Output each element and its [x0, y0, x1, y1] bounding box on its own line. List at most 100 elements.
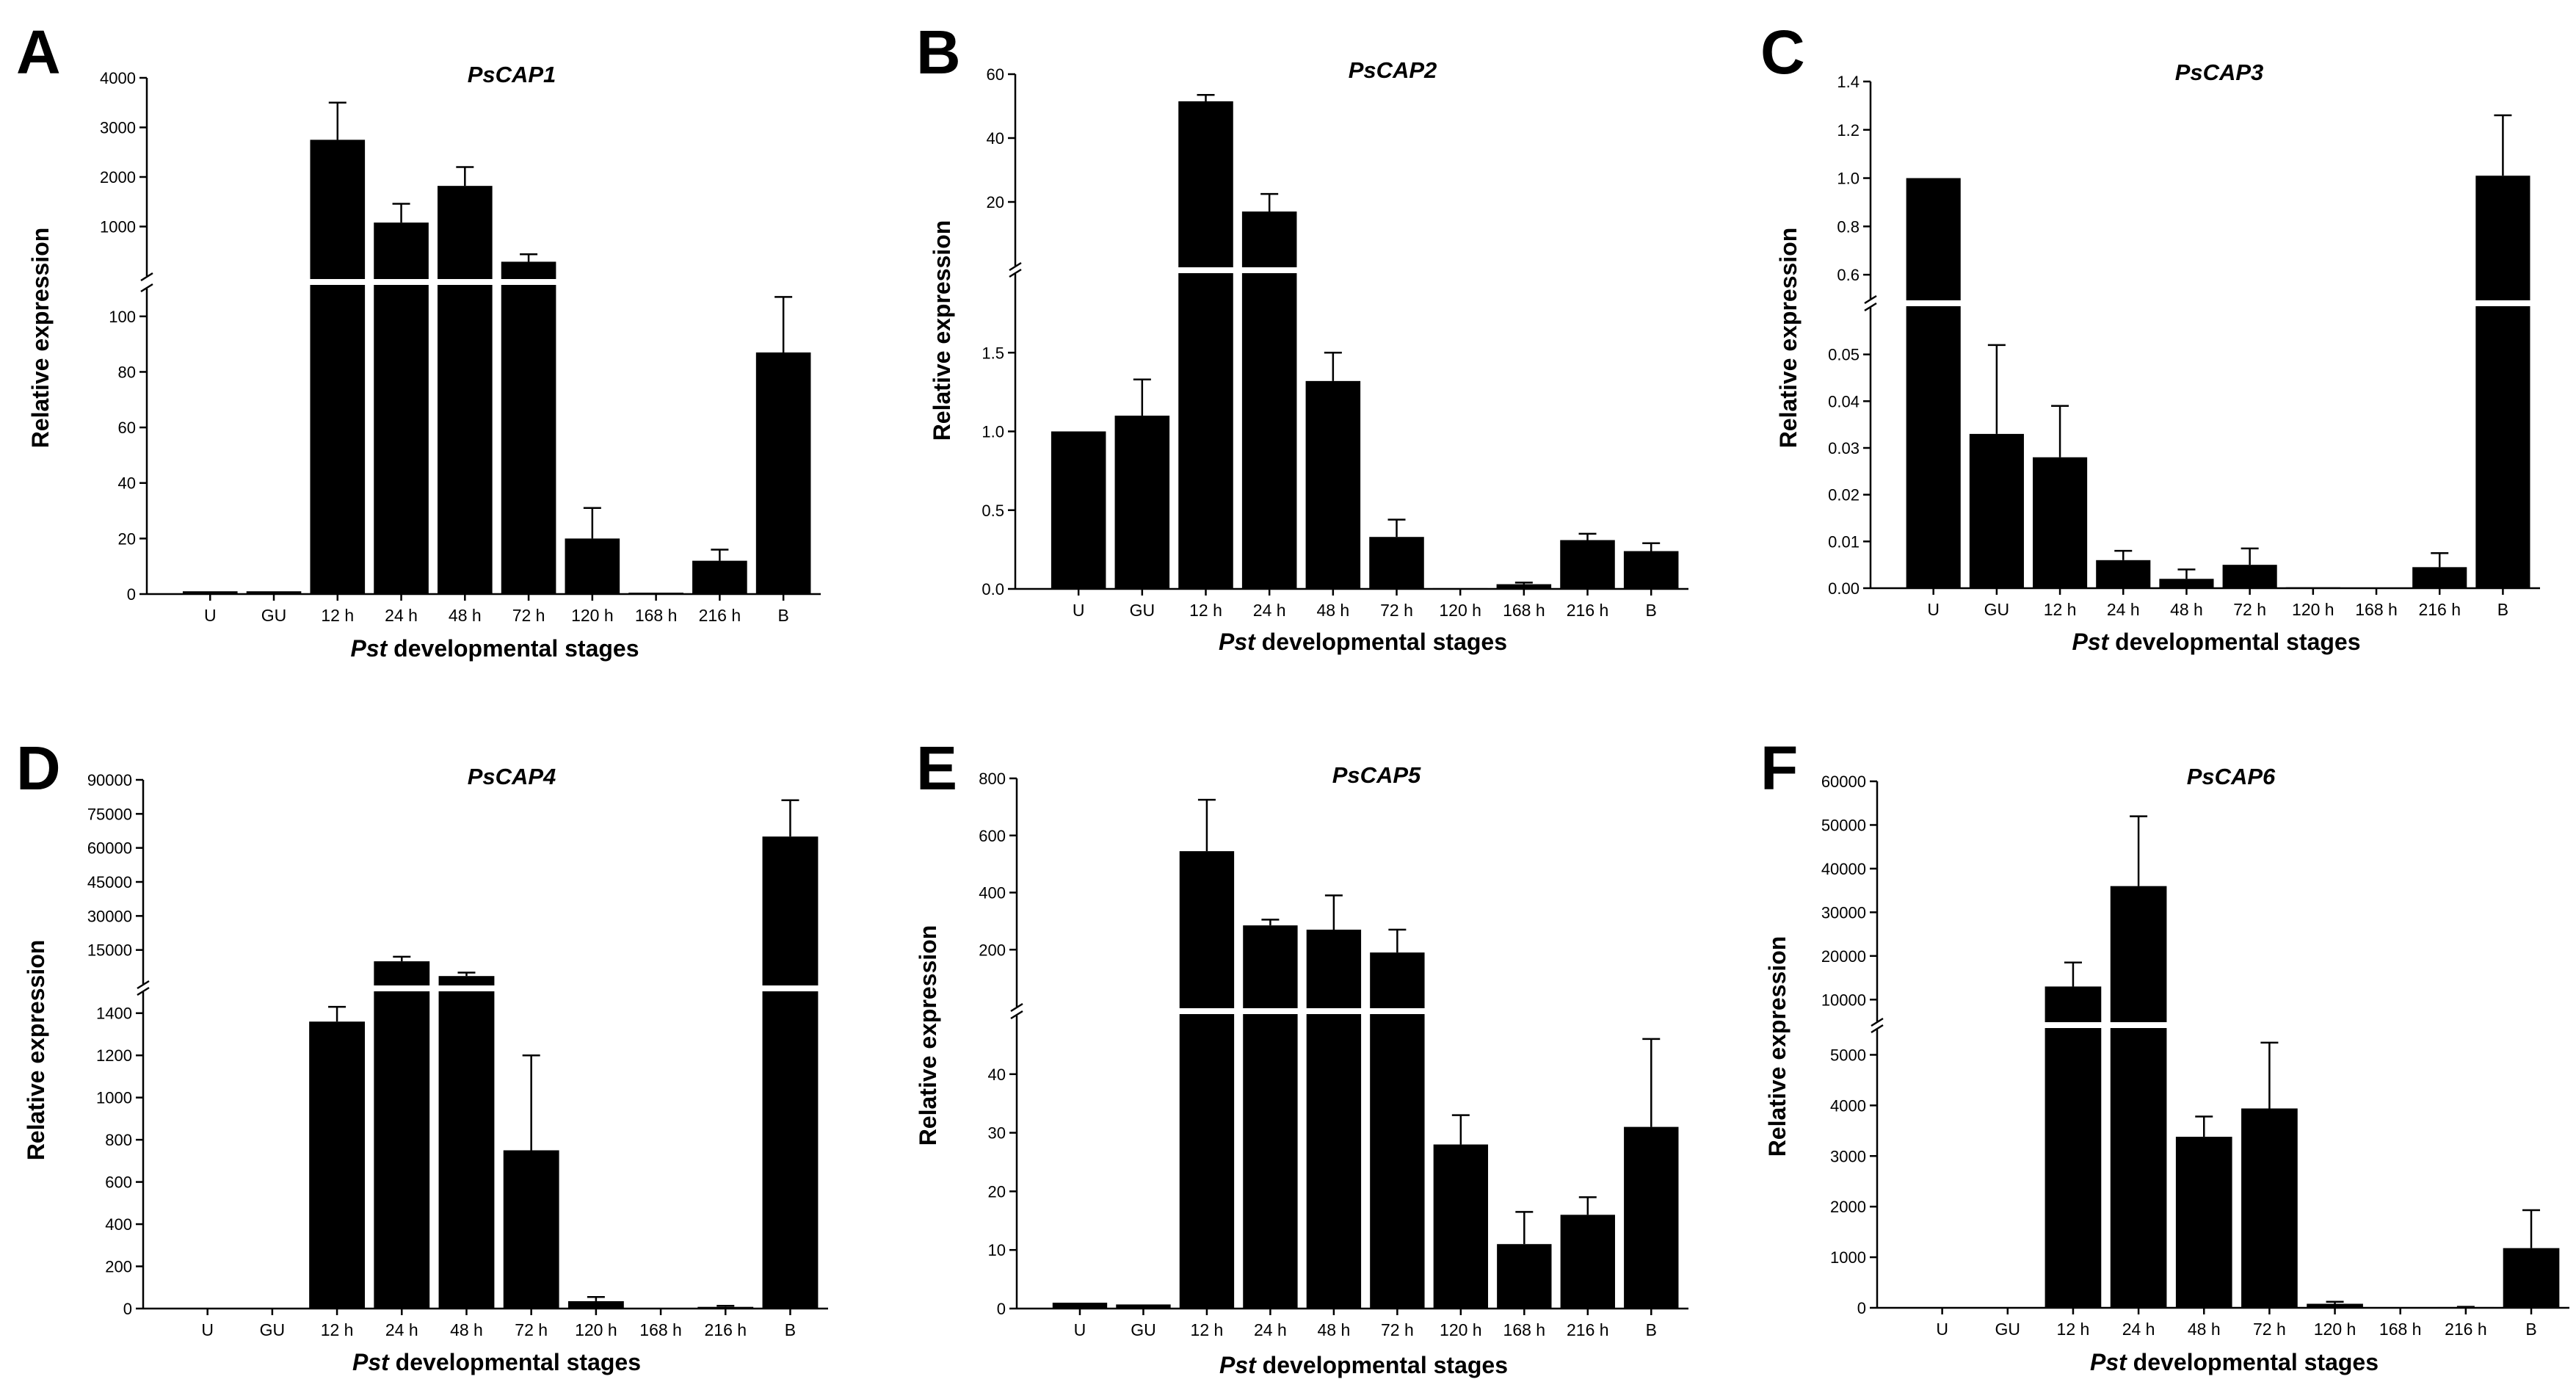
- bar-GU: [246, 591, 302, 594]
- y-tick-label: 20: [118, 529, 136, 548]
- x-tick-label: 216 h: [2418, 600, 2461, 619]
- y-tick-label: 0.0: [982, 580, 1004, 598]
- x-tick-label: 24 h: [385, 1320, 418, 1339]
- bar-48h: [438, 186, 493, 594]
- x-tick-label: U: [1074, 1320, 1086, 1339]
- y-tick-label: 0: [127, 585, 136, 604]
- y-tick-label: 800: [979, 770, 1006, 788]
- axis-break-mark: [1864, 294, 1877, 312]
- axis-break-gap: [1017, 267, 1683, 273]
- x-axis-label: Pst developmental stages: [2090, 1349, 2379, 1375]
- bar-120h: [1433, 1144, 1489, 1309]
- x-tick-label: 72 h: [1381, 1320, 1414, 1339]
- y-tick-label: 40000: [1821, 860, 1866, 878]
- chart-title: PsCAP1: [468, 62, 556, 87]
- x-tick-label: 24 h: [1253, 601, 1286, 620]
- panel-letter: F: [1760, 734, 1798, 803]
- bar-48h: [2159, 579, 2214, 588]
- bar-72h: [501, 261, 556, 594]
- y-axis-label: Relative expression: [929, 220, 955, 441]
- y-tick-label: 0.00: [1828, 579, 1860, 598]
- x-axis-label: Pst developmental stages: [1219, 629, 1507, 655]
- y-tick-label: 40: [988, 1065, 1006, 1084]
- bar-216h: [692, 560, 747, 594]
- x-tick-label: U: [1073, 601, 1085, 620]
- chart-panel-c: C PsCAP3 Relative expression Pst developmen…: [1760, 18, 2540, 655]
- y-tick-label: 600: [105, 1173, 132, 1192]
- x-tick-label: 48 h: [449, 606, 482, 625]
- x-tick-label: 24 h: [2107, 600, 2140, 619]
- y-tick-label: 20: [988, 1182, 1006, 1201]
- x-tick-label: GU: [1130, 601, 1155, 620]
- x-tick-label: 12 h: [2044, 600, 2077, 619]
- y-tick-label: 0.6: [1837, 266, 1860, 284]
- bar-72h: [1369, 537, 1424, 589]
- x-tick-label: 168 h: [2355, 600, 2398, 619]
- x-tick-label: U: [1927, 600, 1940, 619]
- y-axis-label: Relative expression: [1775, 228, 1802, 449]
- x-tick-label: 24 h: [2122, 1320, 2155, 1339]
- x-tick-label: 216 h: [1567, 1320, 1609, 1339]
- chart-title: PsCAP4: [468, 764, 556, 789]
- x-tick-label: GU: [261, 606, 287, 625]
- x-axis-label: Pst developmental stages: [1219, 1352, 1508, 1378]
- bar-12h: [309, 1021, 366, 1309]
- y-tick-label: 1.2: [1837, 121, 1860, 140]
- chart-panel-f: F PsCAP6 Relative expression Pst developmen…: [1760, 734, 2569, 1375]
- y-axis-label: Relative expression: [915, 925, 941, 1146]
- bar-168h: [1497, 1244, 1552, 1309]
- panel-letter: A: [16, 18, 61, 87]
- y-tick-label: 75000: [87, 805, 132, 823]
- x-tick-label: 72 h: [2253, 1320, 2286, 1339]
- chart-title: PsCAP6: [2187, 764, 2276, 789]
- bar-216h: [1560, 1215, 1615, 1309]
- y-tick-label: 2000: [100, 168, 136, 187]
- bar-48h: [2175, 1137, 2232, 1308]
- x-tick-label: 216 h: [2445, 1320, 2487, 1339]
- bar-B: [755, 352, 811, 594]
- bar-24h: [374, 222, 429, 594]
- y-tick-label: 200: [979, 941, 1006, 959]
- chart-panel-d: D PsCAP4 Relative expression Pst developmen…: [16, 734, 828, 1375]
- y-tick-label: 1.4: [1837, 73, 1860, 91]
- y-tick-label: 3000: [1830, 1147, 1866, 1165]
- y-tick-label: 80: [118, 363, 136, 381]
- x-axis-label-text: developmental stages: [387, 635, 639, 662]
- bar-U: [1052, 1303, 1108, 1309]
- axis-break-mark: [137, 980, 150, 996]
- x-tick-label: GU: [260, 1320, 286, 1339]
- x-axis-label-species: Pst: [1219, 629, 1256, 655]
- axis-break-mark: [140, 272, 153, 293]
- y-axis-label: Relative expression: [1764, 936, 1790, 1157]
- axis-break-gap: [145, 985, 822, 991]
- y-tick-label: 60000: [87, 839, 132, 858]
- x-tick-label: 48 h: [1316, 601, 1349, 620]
- bar-B: [1624, 1126, 1679, 1309]
- y-tick-label: 15000: [87, 941, 132, 960]
- x-tick-label: 168 h: [639, 1320, 682, 1339]
- y-tick-label: 400: [105, 1215, 132, 1234]
- y-tick-label: 30000: [1821, 903, 1866, 922]
- y-axis-label: Relative expression: [23, 940, 49, 1161]
- bar-120h: [567, 1300, 624, 1309]
- chart-title: PsCAP5: [1332, 762, 1421, 788]
- x-tick-label: 24 h: [385, 606, 418, 625]
- y-tick-label: 800: [105, 1131, 132, 1149]
- panel-letter: D: [16, 734, 61, 803]
- chart-title: PsCAP2: [1349, 57, 1437, 83]
- x-tick-label: 72 h: [515, 1320, 548, 1339]
- x-axis-label-species: Pst: [352, 1349, 390, 1375]
- bar-12h: [310, 140, 366, 594]
- y-tick-label: 400: [979, 884, 1006, 902]
- y-tick-label: 0: [1857, 1299, 1866, 1317]
- bar-U: [1051, 431, 1106, 589]
- x-axis-label: Pst developmental stages: [350, 635, 639, 662]
- bar-48h: [1306, 930, 1362, 1309]
- y-tick-label: 100: [109, 308, 136, 326]
- x-tick-label: B: [785, 1320, 796, 1339]
- axis-break-gap: [1879, 1022, 2564, 1028]
- y-tick-label: 30: [988, 1124, 1006, 1143]
- bar-120h: [565, 538, 620, 594]
- bar-B: [1623, 551, 1679, 589]
